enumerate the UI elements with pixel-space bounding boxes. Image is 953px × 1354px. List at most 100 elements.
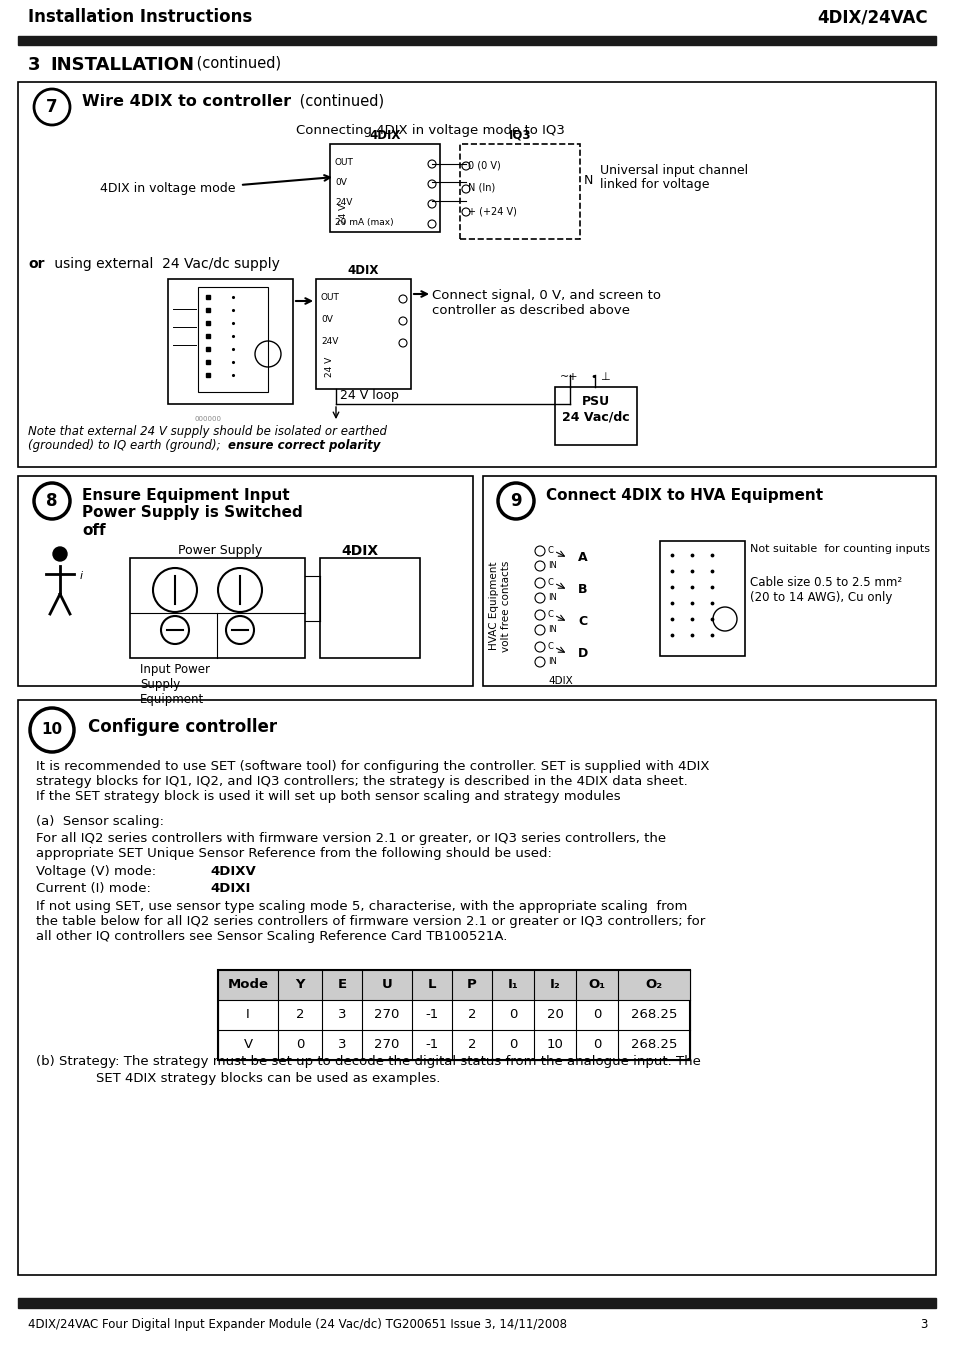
Text: Connect 4DIX to HVA Equipment: Connect 4DIX to HVA Equipment [545, 487, 822, 502]
Text: Voltage (V) mode:: Voltage (V) mode: [36, 865, 156, 877]
Text: 4DIX in voltage mode: 4DIX in voltage mode [100, 181, 235, 195]
Text: 4DIX: 4DIX [369, 129, 400, 142]
Text: It is recommended to use SET (software tool) for configuring the controller. SET: It is recommended to use SET (software t… [36, 760, 709, 803]
Text: 4DIXI: 4DIXI [210, 881, 250, 895]
Text: 270: 270 [374, 1039, 399, 1052]
Text: Connecting 4DIX in voltage mode to IQ3: Connecting 4DIX in voltage mode to IQ3 [295, 125, 564, 137]
Text: 2: 2 [467, 1039, 476, 1052]
Text: 0V: 0V [335, 177, 347, 187]
Text: Configure controller: Configure controller [88, 718, 276, 737]
Text: 0: 0 [592, 1009, 600, 1021]
Text: 24V: 24V [320, 337, 338, 347]
Text: IN: IN [547, 657, 557, 666]
Text: (continued): (continued) [294, 93, 384, 110]
Text: U: U [381, 979, 392, 991]
Text: D: D [578, 647, 588, 659]
Text: SET 4DIX strategy blocks can be used as examples.: SET 4DIX strategy blocks can be used as … [96, 1072, 440, 1085]
Text: linked for voltage: linked for voltage [599, 177, 709, 191]
Text: (grounded) to IQ earth (ground);: (grounded) to IQ earth (ground); [28, 439, 224, 452]
Text: 2: 2 [467, 1009, 476, 1021]
Text: Ensure Equipment Input
Power Supply is Switched
off: Ensure Equipment Input Power Supply is S… [82, 487, 302, 538]
Text: 270: 270 [374, 1009, 399, 1021]
Text: B: B [578, 584, 587, 596]
Text: IN: IN [547, 561, 557, 570]
Text: I₂: I₂ [549, 979, 559, 991]
Text: ensure correct polarity: ensure correct polarity [228, 439, 380, 452]
Text: 268.25: 268.25 [630, 1039, 677, 1052]
Text: 0: 0 [592, 1039, 600, 1052]
Text: 000000: 000000 [194, 416, 221, 422]
Text: Connect signal, 0 V, and screen to
controller as described above: Connect signal, 0 V, and screen to contr… [432, 288, 660, 317]
Text: 24V: 24V [335, 198, 352, 207]
Circle shape [53, 547, 67, 561]
Bar [18, 700, 935, 1275]
Text: IN: IN [547, 626, 557, 634]
Text: 3: 3 [337, 1039, 346, 1052]
Text: Power Supply: Power Supply [177, 544, 262, 556]
Bar [218, 969, 689, 1001]
Bar [482, 477, 935, 686]
Text: 20 mA (max): 20 mA (max) [335, 218, 394, 227]
Text: 24 V: 24 V [325, 357, 335, 378]
Text: L: L [427, 979, 436, 991]
Text: 0: 0 [508, 1039, 517, 1052]
Bar [330, 144, 439, 232]
Text: I: I [246, 1009, 250, 1021]
Text: (a)  Sensor scaling:: (a) Sensor scaling: [36, 815, 164, 829]
Text: IQ3: IQ3 [508, 129, 531, 142]
Text: O₁: O₁ [588, 979, 605, 991]
Text: N: N [583, 175, 593, 187]
Text: O₂: O₂ [645, 979, 662, 991]
Text: 0: 0 [295, 1039, 304, 1052]
Text: If not using SET, use sensor type scaling mode 5, characterise, with the appropr: If not using SET, use sensor type scalin… [36, 900, 704, 942]
Text: 4DIX: 4DIX [341, 544, 378, 558]
Text: INSTALLATION: INSTALLATION [50, 56, 193, 74]
Text: Universal input channel: Universal input channel [599, 164, 747, 177]
Text: -1: -1 [425, 1039, 438, 1052]
Text: Input Power
Supply
Equipment: Input Power Supply Equipment [140, 663, 210, 705]
Bar [555, 387, 637, 445]
Bar [18, 477, 473, 686]
Text: (continued): (continued) [192, 56, 281, 70]
Text: 268.25: 268.25 [630, 1009, 677, 1021]
Text: PSU
24 Vac/dc: PSU 24 Vac/dc [561, 395, 629, 422]
Text: C: C [547, 546, 554, 555]
Text: 7: 7 [46, 97, 58, 116]
Text: For all IQ2 series controllers with firmware version 2.1 or greater, or IQ3 seri: For all IQ2 series controllers with firm… [36, 831, 665, 860]
Bar [168, 279, 293, 403]
Bar [18, 1298, 935, 1308]
Text: 4DIXV: 4DIXV [210, 865, 255, 877]
Text: 20: 20 [546, 1009, 563, 1021]
Text: Note that external 24 V supply should be isolated or earthed: Note that external 24 V supply should be… [28, 425, 387, 437]
Text: 0 (0 V): 0 (0 V) [468, 160, 500, 171]
Text: HVAC Equipment
volt free contacts: HVAC Equipment volt free contacts [489, 561, 510, 651]
Bar [218, 969, 689, 1060]
Text: 10: 10 [41, 723, 63, 738]
Text: ~+: ~+ [559, 372, 578, 382]
Text: Current (I) mode:: Current (I) mode: [36, 881, 151, 895]
Text: -1: -1 [425, 1009, 438, 1021]
Text: Not suitable  for counting inputs: Not suitable for counting inputs [749, 544, 929, 554]
Text: OUT: OUT [335, 158, 354, 167]
Text: Installation Instructions: Installation Instructions [28, 8, 252, 26]
Text: I₁: I₁ [507, 979, 517, 991]
Text: C: C [547, 642, 554, 651]
Text: or: or [28, 257, 45, 271]
Bar [659, 542, 744, 655]
Text: 3: 3 [920, 1317, 927, 1331]
Text: 24 V loop: 24 V loop [339, 389, 398, 402]
Text: P: P [467, 979, 476, 991]
Text: 8: 8 [46, 492, 58, 510]
Text: E: E [337, 979, 346, 991]
Bar [319, 558, 419, 658]
Text: (b) Strategy: The strategy must be set up to decode the digital status from the : (b) Strategy: The strategy must be set u… [36, 1055, 700, 1068]
Text: 4DIX: 4DIX [347, 264, 378, 278]
Text: V: V [243, 1039, 253, 1052]
Bar [18, 37, 935, 45]
Text: 4DIX/24VAC: 4DIX/24VAC [817, 8, 927, 26]
Text: Y: Y [294, 979, 304, 991]
Text: 24 V: 24 V [339, 204, 348, 225]
Text: using external  24 Vac/dc supply: using external 24 Vac/dc supply [50, 257, 279, 271]
Text: 4DIX: 4DIX [547, 676, 572, 686]
Text: 0: 0 [508, 1009, 517, 1021]
